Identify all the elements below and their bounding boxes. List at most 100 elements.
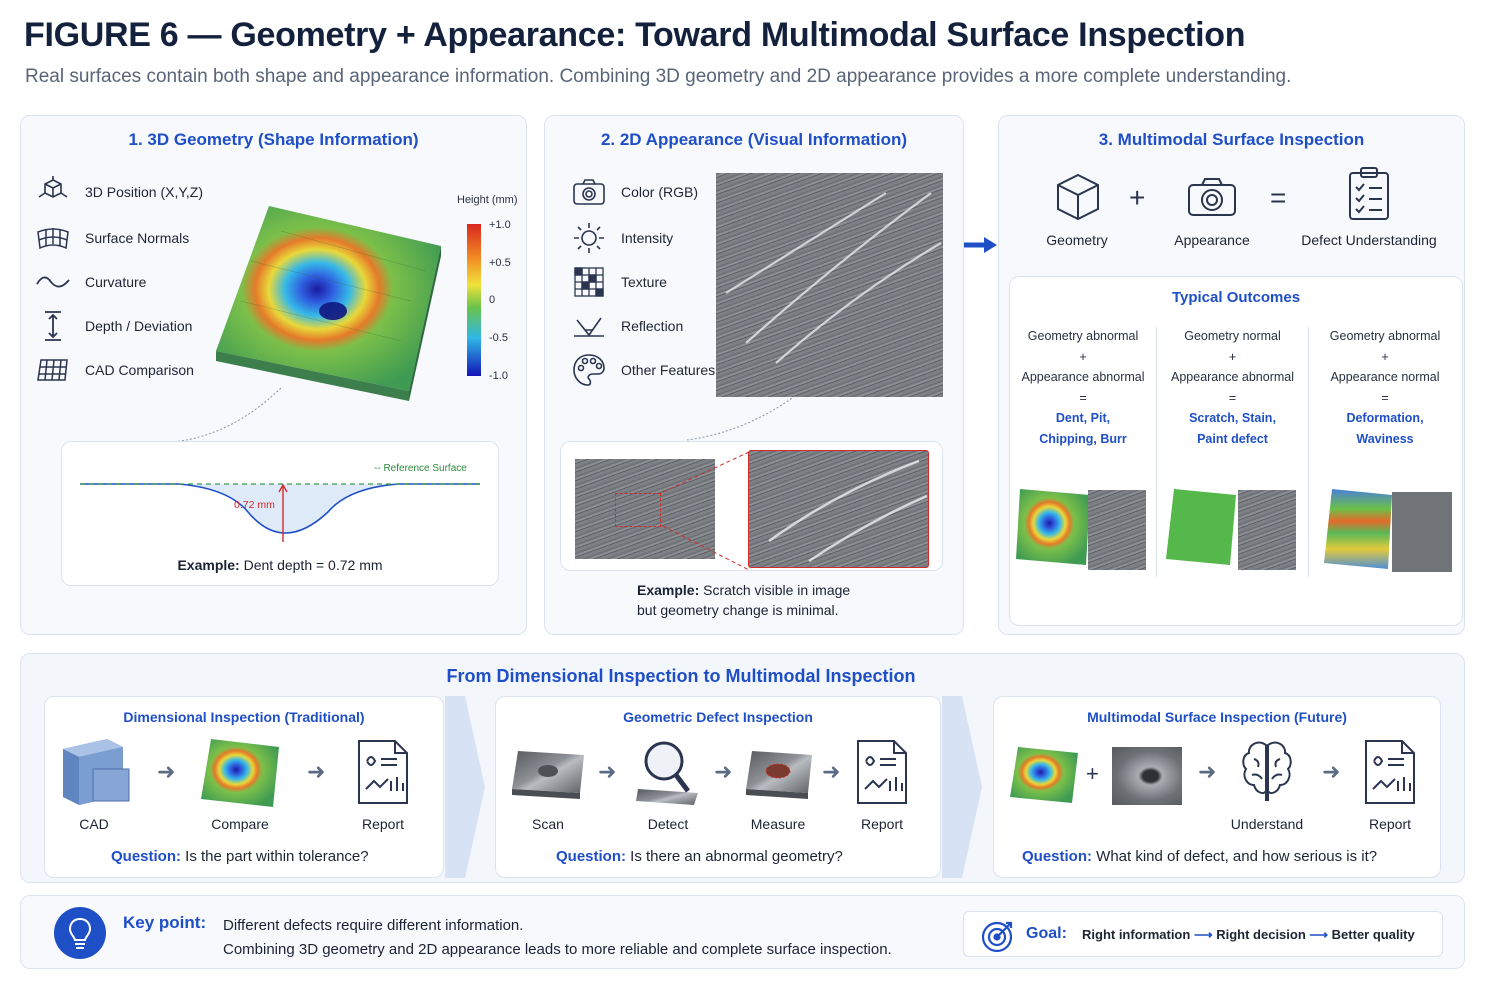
step-label: Scan: [532, 816, 564, 832]
eq-defect-label: Defect Understanding: [1301, 232, 1437, 248]
divider: [1308, 327, 1309, 577]
dent-profile-card: -- Reference Surface 0.72 mm Example: De…: [61, 441, 499, 586]
stage-question: Question: Is there an abnormal geometry?: [556, 848, 843, 865]
stage-title: Dimensional Inspection (Traditional): [123, 709, 365, 725]
panel-3d-geometry-title: 1. 3D Geometry (Shape Information): [128, 130, 419, 149]
list-item-depth: Depth / Deviation: [35, 308, 192, 344]
list-item-label: Color (RGB): [621, 184, 699, 200]
chevron-icon: [445, 696, 485, 878]
step-label: Report: [361, 816, 405, 832]
dent-profile-diagram: [80, 483, 480, 542]
scratch-lines: [725, 192, 942, 364]
scratch-surface-image: [716, 173, 943, 397]
step-arrow-icon: ➜: [1322, 759, 1341, 784]
outcome-scratch: Geometry normal + Appearance abnormal = Sc…: [1171, 329, 1294, 446]
eq-geometry-label: Geometry: [1046, 232, 1108, 248]
stage-title: Multimodal Surface Inspection (Future): [1087, 709, 1347, 725]
depth-label: 0.72 mm: [234, 499, 275, 511]
list-item-other-features: Other Features: [571, 352, 715, 388]
figure-title: FIGURE 6 — Geometry + Appearance: Toward…: [24, 16, 1246, 54]
vertical-arrow-icon: [45, 311, 61, 341]
panel-multimodal: 3. Multimodal Surface Inspection Geometr…: [998, 115, 1465, 635]
stage-plus: +: [1086, 761, 1099, 786]
legend-tick: -1.0: [489, 370, 508, 382]
step-label: Understand: [1230, 816, 1304, 832]
legend-tick: +1.0: [489, 219, 511, 231]
list-item-surface-normals: Surface Normals: [35, 220, 189, 256]
eq-equals: =: [1270, 182, 1287, 213]
heatmap-thumb-icon: [1010, 747, 1078, 803]
list-item-label: Curvature: [85, 274, 147, 290]
panel-multimodal-title: 3. Multimodal Surface Inspection: [1098, 130, 1365, 149]
list-item-curvature: Curvature: [35, 264, 146, 300]
step-label: Detect: [647, 816, 689, 832]
chevron-icon: [942, 696, 982, 878]
report-icon: [857, 740, 907, 804]
sun-icon: [574, 223, 604, 253]
callout-line: [686, 395, 796, 441]
legend-tick: -0.5: [489, 332, 508, 344]
dent-image-thumb: [1088, 490, 1146, 570]
dent-heatmap-3d: [216, 206, 441, 401]
step-arrow-icon: ➜: [822, 759, 841, 784]
step-label: Compare: [211, 816, 269, 832]
typical-outcomes-title: Typical Outcomes: [1171, 289, 1301, 306]
legend-title: Height (mm): [457, 194, 518, 206]
goal-chain: Right information ⟶ Right decision ⟶ Bet…: [1082, 927, 1415, 942]
list-item-label: Other Features: [621, 362, 716, 378]
divider: [1156, 327, 1157, 577]
dent-heatmap-thumb: [1016, 489, 1090, 565]
scratch-example-caption: Example: Scratch visible in image but ge…: [637, 582, 851, 618]
report-icon: [358, 740, 408, 804]
step-arrow-icon: ➜: [598, 759, 617, 784]
zoom-region-box: [615, 493, 661, 527]
palette-icon: [573, 354, 605, 386]
list-item-reflection: Reflection: [571, 308, 683, 344]
eq-plus: +: [1129, 182, 1146, 213]
step-label: Report: [1368, 816, 1412, 832]
list-item-label: Intensity: [621, 230, 674, 246]
zoom-connector: [662, 452, 750, 571]
flat-image-thumb: [1392, 492, 1452, 572]
dent-example-caption: Example: Dent depth = 0.72 mm: [177, 557, 383, 573]
lightbulb-icon: [54, 907, 106, 959]
dent-photo-thumb: [1112, 747, 1182, 805]
camera-icon: [573, 179, 605, 205]
panel-2d-appearance: 2. 2D Appearance (Visual Information) Co…: [544, 115, 964, 635]
typical-outcomes-card: Typical Outcomes Geometry abnormal + Appe…: [1009, 276, 1463, 626]
keypoint-text: Different defects require different info…: [223, 917, 892, 958]
measure-plate-icon: [746, 751, 812, 799]
step-label: Measure: [750, 816, 806, 832]
flat-heatmap-thumb: [1166, 489, 1236, 565]
list-item-intensity: Intensity: [571, 220, 673, 256]
panel-2d-appearance-title: 2. 2D Appearance (Visual Information): [600, 130, 908, 149]
list-item-label: Texture: [621, 274, 667, 290]
goal-label: Goal:: [1026, 925, 1067, 942]
compare-heatmap-icon: [201, 739, 279, 807]
step-arrow-icon: ➜: [157, 759, 176, 784]
cad-grid-icon: [37, 359, 68, 381]
legend-tick: +0.5: [489, 257, 511, 269]
list-item-texture: Texture: [571, 264, 667, 300]
cad-block-icon: [63, 739, 130, 805]
goal-box: Goal: Right information ⟶ Right decision…: [963, 911, 1443, 957]
scratch-zoom-lines: [768, 459, 928, 563]
step-label: Report: [860, 816, 904, 832]
list-item-label: Depth / Deviation: [85, 318, 193, 334]
outcome-deformation: Geometry abnormal + Appearance normal = De…: [1329, 329, 1441, 446]
list-item-label: CAD Comparison: [85, 362, 194, 378]
scratch-zoom-image: [748, 450, 929, 568]
report-icon: [1365, 740, 1415, 804]
step-arrow-icon: ➜: [307, 759, 326, 784]
list-item-3d-position: 3D Position (X,Y,Z): [35, 174, 203, 210]
wave-icon: [36, 276, 70, 288]
stage-multimodal: Multimodal Surface Inspection (Future) +…: [993, 696, 1441, 878]
reference-surface-label: -- Reference Surface: [374, 463, 467, 474]
brain-icon: [1242, 741, 1292, 801]
legend-tick: 0: [489, 294, 496, 306]
target-icon: [981, 921, 1013, 953]
reflection-icon: [574, 317, 604, 337]
step-arrow-icon: ➜: [714, 759, 733, 784]
camera-icon: [1188, 178, 1236, 216]
scan-plate-icon: [512, 751, 584, 799]
